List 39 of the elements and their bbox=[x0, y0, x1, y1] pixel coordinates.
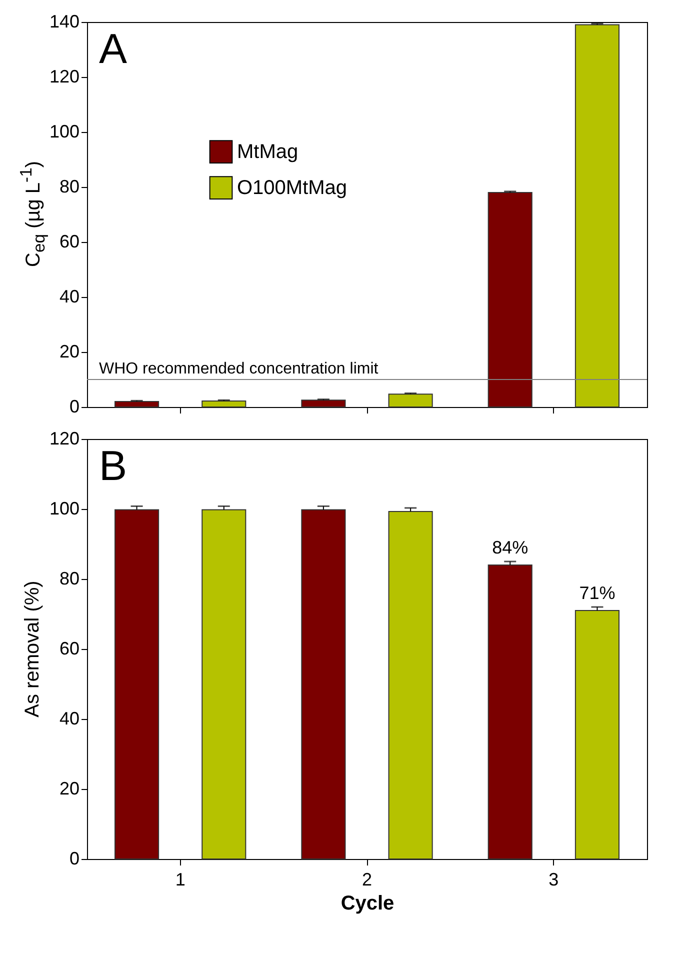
y-tick-label: 80 bbox=[59, 176, 80, 196]
data-label: 71% bbox=[579, 583, 616, 603]
bar bbox=[488, 564, 532, 860]
y-tick-label: 100 bbox=[49, 122, 80, 142]
bar bbox=[488, 192, 532, 408]
bar bbox=[388, 510, 433, 860]
x-tick-label: 1 bbox=[175, 870, 186, 890]
x-tick-label: 2 bbox=[362, 870, 372, 890]
y-tick-label: 120 bbox=[49, 66, 80, 86]
y-tick-label: 40 bbox=[59, 708, 80, 728]
bar bbox=[114, 401, 160, 408]
y-tick-label: 120 bbox=[49, 428, 80, 448]
x-axis-title: Cycle bbox=[340, 892, 394, 914]
annotation: A bbox=[99, 25, 128, 72]
bar bbox=[202, 509, 246, 860]
bar bbox=[202, 400, 246, 408]
y-tick-label: 40 bbox=[59, 286, 80, 306]
legend-label: MtMag bbox=[237, 140, 298, 163]
y-tick-label: 140 bbox=[49, 12, 80, 32]
y-tick-label: 80 bbox=[59, 568, 80, 588]
y-tick-label: 60 bbox=[59, 232, 80, 252]
annotation: B bbox=[99, 442, 128, 489]
y-tick-label: 60 bbox=[59, 638, 80, 658]
y-tick-label: 20 bbox=[59, 342, 80, 362]
x-tick-label: 3 bbox=[548, 870, 559, 890]
bar bbox=[388, 394, 433, 408]
y-tick-label: 20 bbox=[59, 778, 80, 798]
bar bbox=[301, 509, 346, 860]
bar bbox=[301, 400, 346, 408]
bar bbox=[114, 509, 160, 860]
bar bbox=[574, 24, 620, 408]
y-tick-label: 0 bbox=[69, 396, 80, 416]
data-label: 84% bbox=[492, 538, 528, 558]
legend-label: O100MtMag bbox=[237, 176, 348, 199]
ref-line-label: WHO recommended concentration limit bbox=[99, 360, 379, 378]
y-tick-label: 0 bbox=[69, 848, 80, 868]
bar bbox=[574, 610, 620, 860]
y-axis-title: As removal (%) bbox=[22, 580, 45, 717]
y-tick-label: 100 bbox=[49, 498, 80, 518]
